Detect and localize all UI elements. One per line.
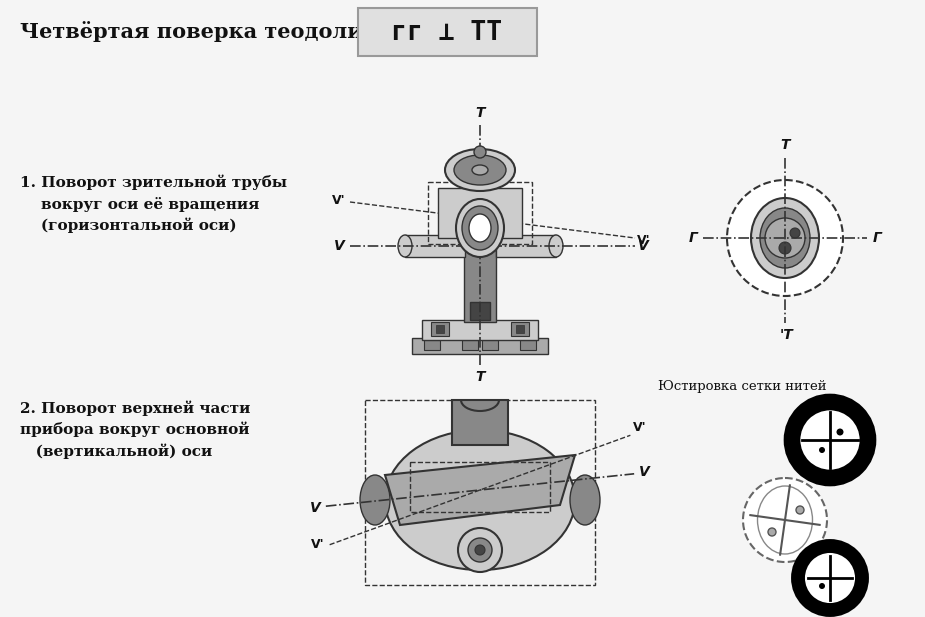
Ellipse shape (454, 155, 506, 185)
Bar (438, 188, 522, 238)
Circle shape (768, 528, 776, 536)
Ellipse shape (456, 199, 504, 257)
Circle shape (779, 242, 791, 254)
Text: 2. Поворот верхней части
прибора вокруг основной
   (вертикальной) оси: 2. Поворот верхней части прибора вокруг … (20, 400, 251, 459)
Bar (511, 322, 529, 336)
Bar (422, 320, 538, 340)
Circle shape (819, 583, 825, 589)
Bar (436, 325, 444, 333)
Circle shape (468, 538, 492, 562)
Circle shape (475, 545, 485, 555)
Bar (464, 250, 496, 322)
Bar (428, 182, 532, 244)
Circle shape (743, 478, 827, 562)
Text: V': V' (634, 421, 647, 434)
Bar (520, 340, 536, 350)
Circle shape (836, 428, 844, 436)
Circle shape (792, 402, 868, 478)
Ellipse shape (445, 149, 515, 191)
Bar (405, 235, 465, 257)
Text: V: V (310, 501, 321, 515)
Ellipse shape (751, 198, 819, 278)
Circle shape (474, 146, 486, 158)
Circle shape (819, 447, 825, 453)
Circle shape (798, 546, 862, 610)
Bar (410, 462, 550, 512)
Text: Г: Г (689, 231, 698, 245)
Polygon shape (385, 455, 575, 525)
Bar (412, 338, 548, 354)
Circle shape (458, 528, 502, 572)
Text: V': V' (637, 233, 650, 247)
Bar (516, 325, 524, 333)
Bar (424, 340, 440, 350)
Text: V: V (638, 239, 648, 253)
Bar (470, 302, 490, 320)
Circle shape (790, 228, 800, 238)
Text: Юстировка сетки нитей: Юстировка сетки нитей (658, 380, 827, 393)
Ellipse shape (472, 165, 488, 175)
Ellipse shape (469, 214, 491, 242)
Ellipse shape (360, 475, 390, 525)
Text: V': V' (311, 538, 325, 551)
Text: 'T: 'T (780, 328, 794, 342)
Ellipse shape (549, 235, 563, 257)
Text: 1. Поворот зрительной трубы
    вокруг оси её вращения
    (горизонтальной оси): 1. Поворот зрительной трубы вокруг оси е… (20, 175, 287, 233)
Bar (482, 340, 498, 350)
Bar (365, 400, 595, 585)
Ellipse shape (570, 475, 600, 525)
Circle shape (765, 218, 805, 258)
Bar (462, 340, 478, 350)
Text: T: T (781, 138, 790, 152)
Ellipse shape (760, 208, 810, 268)
Bar (452, 400, 508, 445)
Text: V': V' (332, 194, 346, 207)
Text: T: T (475, 106, 485, 120)
Text: гг ⊥ ТТ: гг ⊥ ТТ (391, 20, 502, 46)
Circle shape (727, 180, 843, 296)
Text: Четвёртая поверка теодолита:: Четвёртая поверка теодолита: (20, 22, 397, 43)
Bar (496, 235, 556, 257)
Ellipse shape (462, 206, 498, 250)
Ellipse shape (385, 430, 575, 570)
Text: Г: Г (873, 231, 882, 245)
FancyBboxPatch shape (358, 8, 537, 56)
Circle shape (796, 506, 804, 514)
Text: V: V (639, 465, 650, 479)
Text: T: T (475, 370, 485, 384)
Bar (431, 322, 449, 336)
Ellipse shape (398, 235, 412, 257)
Text: V: V (334, 239, 345, 253)
